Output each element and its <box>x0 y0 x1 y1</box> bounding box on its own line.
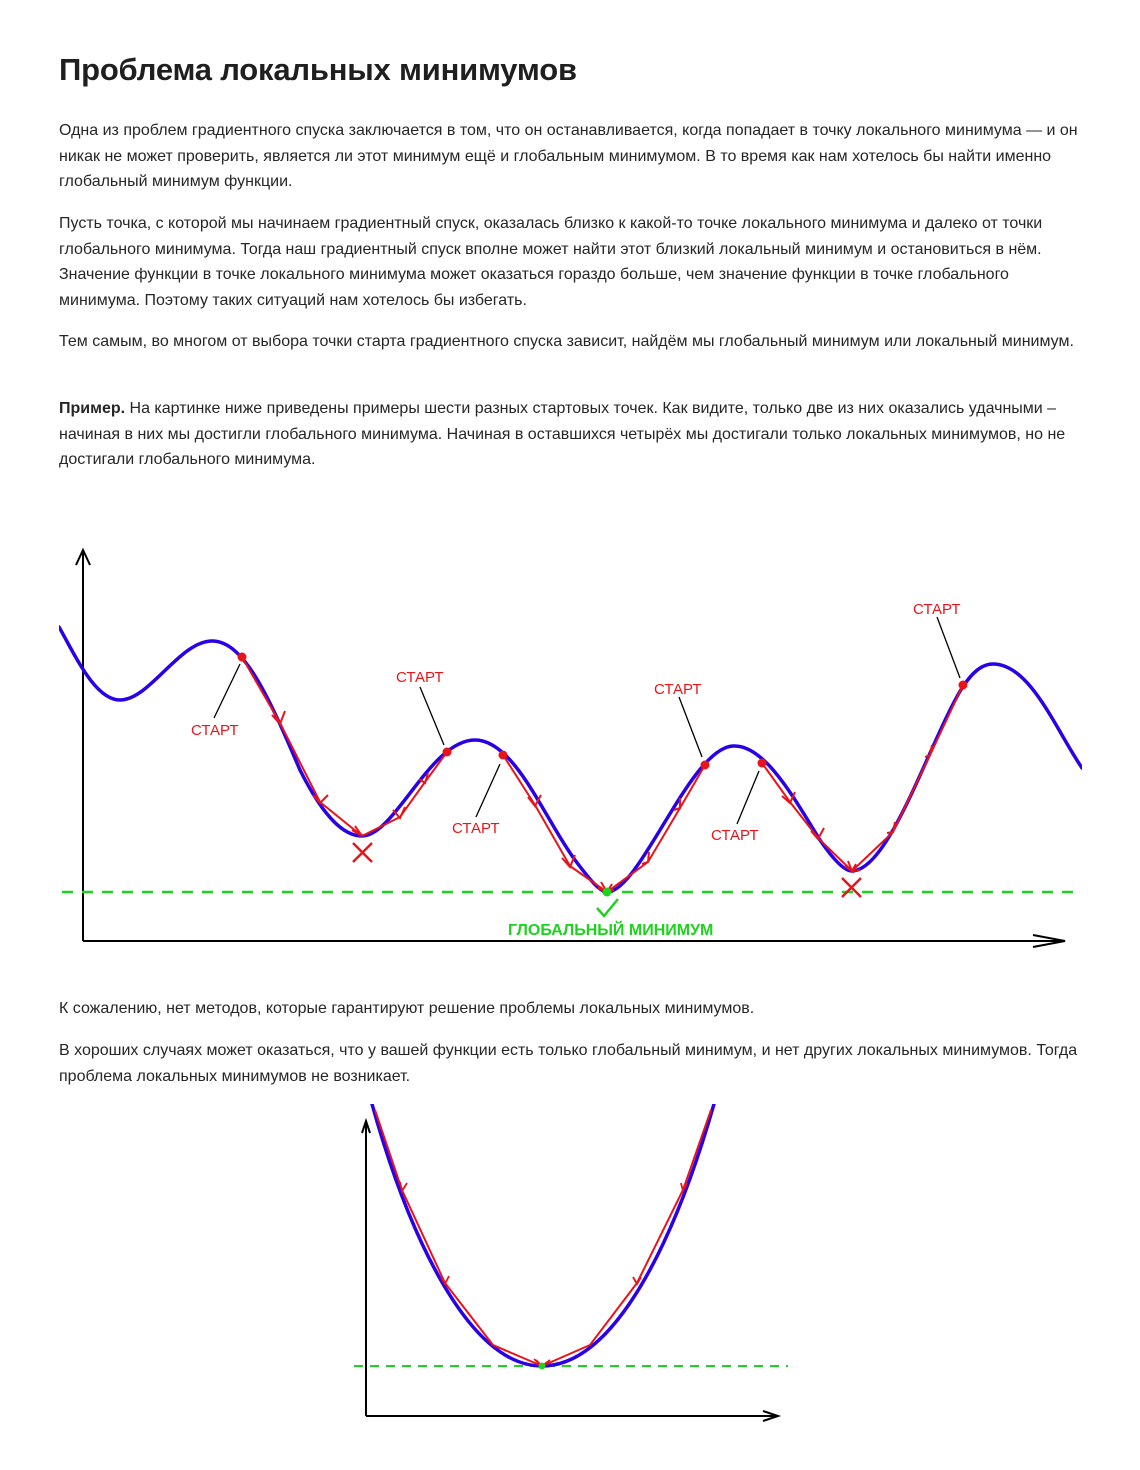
descent-arrowheads-2 <box>399 1181 688 1367</box>
check-mark-icon <box>596 898 619 918</box>
y-axis-arrow-2 <box>361 1117 371 1134</box>
page-title: Проблема локальных минимумов <box>59 52 577 87</box>
example-text: На картинке ниже приведены примеры шести… <box>59 400 1066 469</box>
start-label-1: СТАРТ <box>191 722 239 739</box>
start-points <box>237 652 968 770</box>
example-label: Пример. <box>59 400 126 417</box>
x-axis-arrow-2 <box>762 1410 782 1422</box>
x-axis-arrow <box>1032 934 1066 948</box>
start-label-4: СТАРТ <box>654 681 702 698</box>
descent-paths <box>241 656 964 893</box>
figure-single-minimum <box>354 1104 788 1422</box>
paragraph-intro: Одна из проблем градиентного спуска закл… <box>59 122 1078 191</box>
start-label-5: СТАРТ <box>711 827 759 844</box>
label-leader-lines <box>213 616 961 825</box>
global-minimum-point <box>602 887 612 897</box>
y-axis-arrow <box>75 547 91 566</box>
paragraph-start-point: Пусть точка, с которой мы начинаем гради… <box>59 215 1043 310</box>
descent-arrowheads <box>271 710 933 895</box>
descent-paths-2 <box>374 1109 712 1367</box>
local-minimum-cross-1 <box>352 842 373 863</box>
local-minimum-cross-2 <box>841 877 862 898</box>
paragraph-example: Пример. На картинке ниже приведены приме… <box>59 396 1084 473</box>
paragraph-start-choice: Тем самым, во многом от выбора точки ста… <box>59 333 1074 350</box>
start-point-4 <box>700 760 710 770</box>
start-point-6 <box>958 680 968 690</box>
start-point-2 <box>442 747 452 757</box>
paragraph-no-methods: К сожалению, нет методов, которые гарант… <box>59 1000 755 1017</box>
global-minimum-label: ГЛОБАЛЬНЫЙ МИНИМУМ <box>508 920 713 939</box>
start-point-5 <box>757 758 767 768</box>
paragraph-good-case: В хороших случаях может оказаться, что у… <box>59 1042 1078 1085</box>
start-label-2: СТАРТ <box>396 669 444 686</box>
start-point-3 <box>498 750 508 760</box>
global-minimum-point-2 <box>538 1362 546 1370</box>
start-point-1 <box>237 652 247 662</box>
start-label-6: СТАРТ <box>913 601 961 618</box>
figure-many-minima: СТАРТ СТАРТ СТАРТ СТАРТ СТАРТ СТАРТ ГЛОБ… <box>59 547 1082 948</box>
start-label-3: СТАРТ <box>452 820 500 837</box>
